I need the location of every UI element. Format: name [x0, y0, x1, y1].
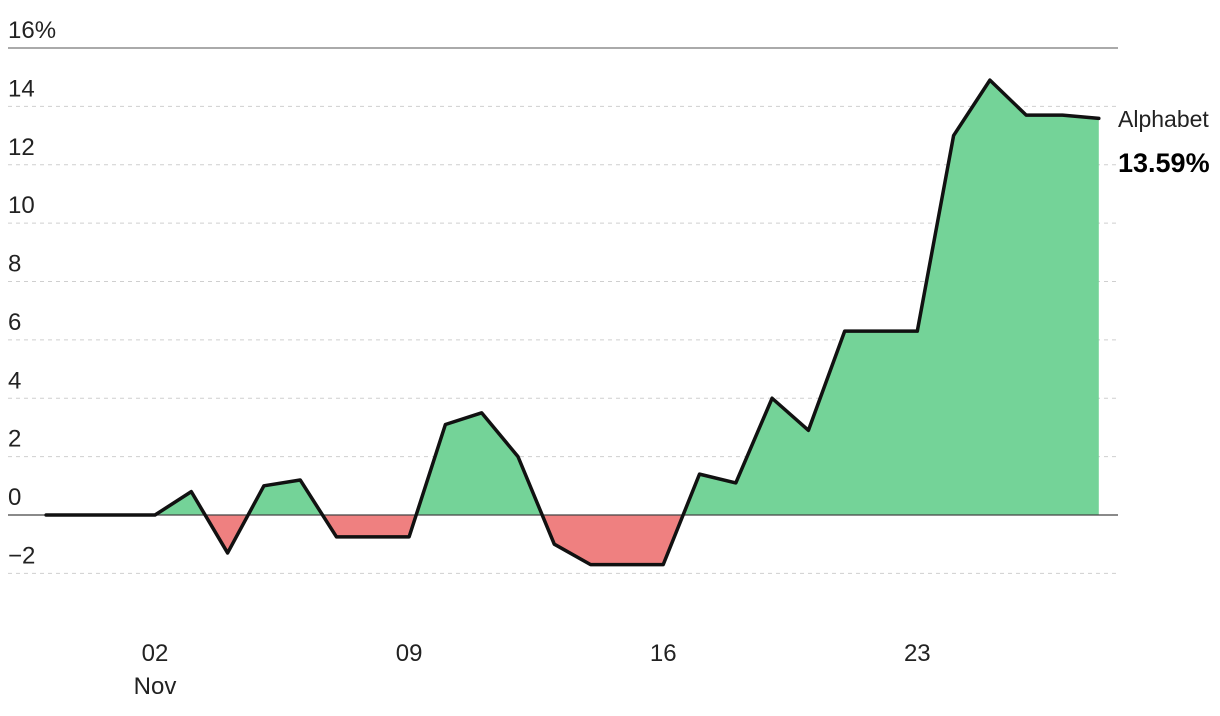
x-tick-label: 23 [904, 640, 931, 667]
y-tick-label: 10 [8, 192, 35, 219]
area-fills [46, 80, 1099, 565]
y-axis-tick-labels: 16% 14 12 10 8 6 4 2 0 −2 [8, 17, 56, 569]
y-tick-label: 6 [8, 309, 21, 336]
series-line-alphabet [44, 78, 1101, 567]
negative-area [542, 515, 684, 565]
x-tick-label: 16 [650, 640, 677, 667]
end-labels: Alphabet 13.59% [1118, 106, 1210, 178]
positive-area [683, 80, 1099, 515]
series-name-label: Alphabet [1118, 106, 1209, 132]
y-tick-label: 4 [8, 367, 21, 394]
series-end-value-label: 13.59% [1118, 148, 1210, 178]
series-lines [44, 78, 1101, 567]
gridlines [8, 47, 1118, 574]
negative-area [205, 515, 249, 553]
y-tick-label: 0 [8, 484, 21, 511]
x-month-label: Nov [134, 673, 177, 700]
y-tick-label: 12 [8, 134, 35, 161]
positive-area [416, 412, 543, 515]
y-tick-label: −2 [8, 542, 35, 569]
y-tick-label: 14 [8, 75, 35, 102]
negative-area [322, 515, 417, 537]
y-tick-label: 2 [8, 426, 21, 453]
y-tick-label: 16% [8, 17, 56, 44]
positive-area [46, 491, 206, 515]
y-tick-label: 8 [8, 251, 21, 278]
x-axis-tick-labels: 02 09 16 23 Nov [134, 640, 931, 700]
x-tick-label: 09 [396, 640, 423, 667]
x-tick-label: 02 [142, 640, 169, 667]
